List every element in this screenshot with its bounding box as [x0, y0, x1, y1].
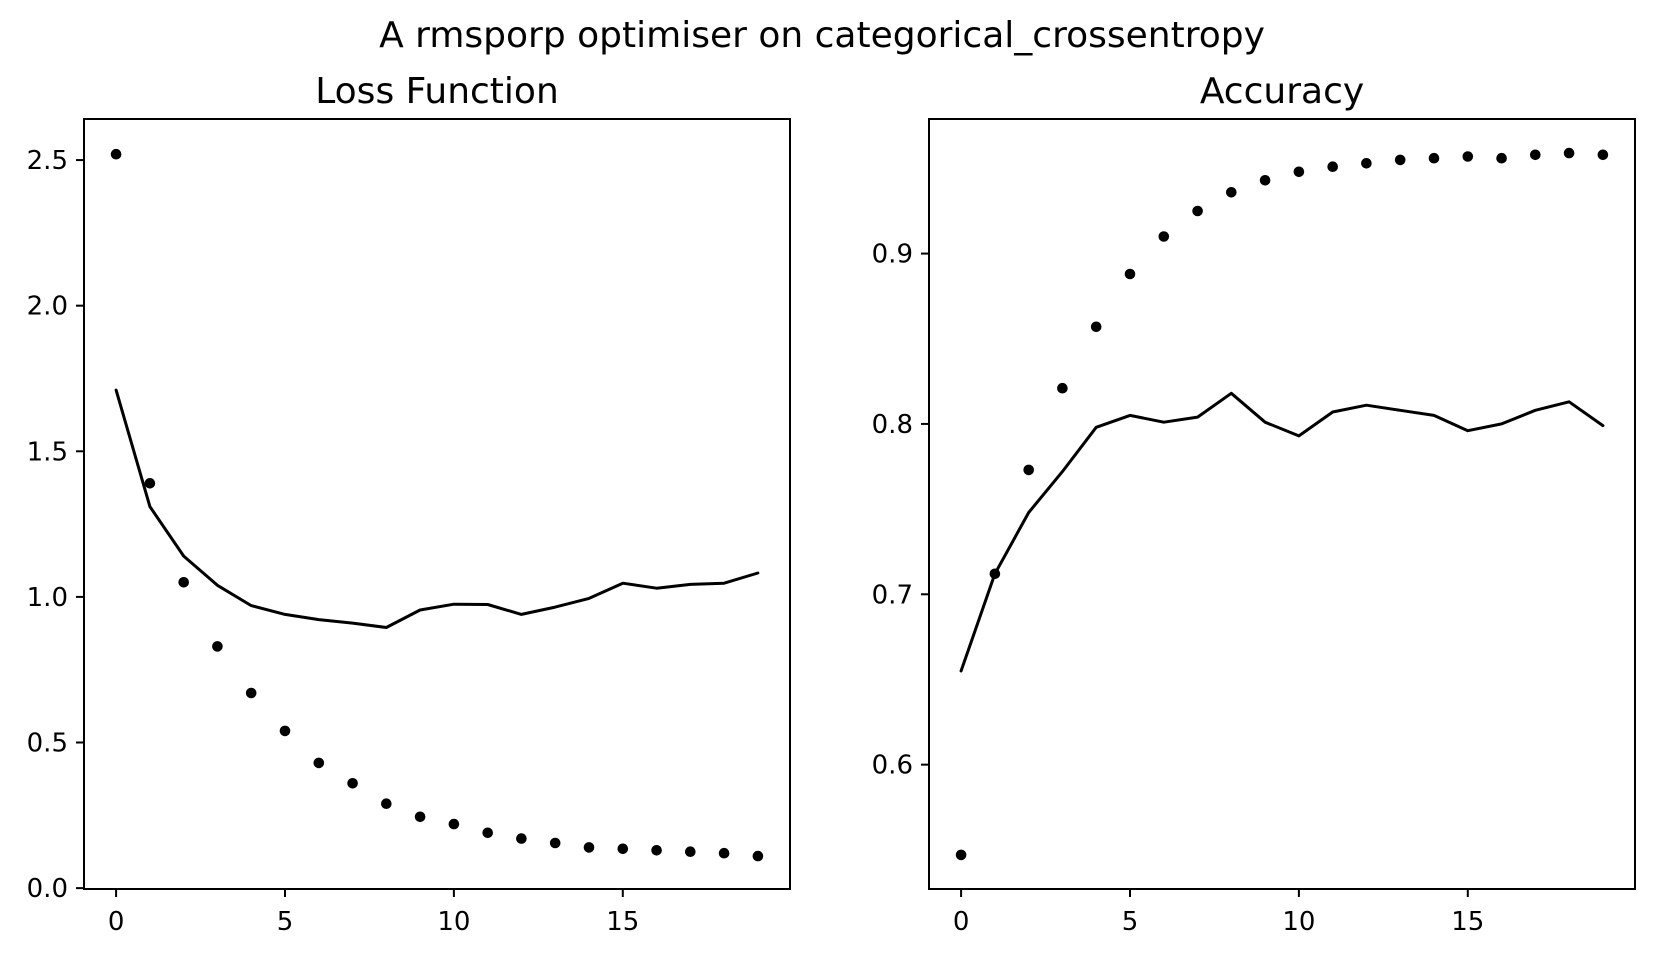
y-tick-label: 2.0: [27, 292, 68, 322]
scatter-point: [549, 837, 561, 849]
x-tick-label: 15: [1451, 907, 1484, 937]
subplot-accuracy: 0 5 10 15 0.6 0.7 0.8 0.9: [872, 118, 1636, 937]
scatter-point: [414, 811, 426, 823]
scatter-point: [1124, 268, 1136, 280]
scatter-point: [212, 641, 223, 652]
scatter-point: [1192, 205, 1203, 217]
scatter-point: [1394, 154, 1406, 166]
scatter-point: [1361, 158, 1372, 169]
y-tick-label: 0.9: [872, 240, 913, 270]
y-tick-label: 1.0: [27, 583, 68, 613]
subplot-title-loss: Loss Function: [315, 71, 559, 112]
accuracy-solid-line-series: [959, 391, 1605, 673]
scatter-point: [516, 833, 527, 844]
axes-spines: [928, 118, 1636, 890]
scatter-point: [347, 778, 358, 789]
x-tick-label: 10: [1282, 907, 1315, 937]
subplot-title-accuracy: Accuracy: [1200, 71, 1364, 112]
scatter-point: [1530, 149, 1541, 161]
y-tick-label: 0.0: [27, 874, 68, 904]
loss-dotted-series: [110, 148, 764, 862]
scatter-point: [448, 818, 460, 830]
scatter-point: [1597, 149, 1609, 161]
scatter-point: [617, 843, 629, 855]
scatter-point: [1293, 166, 1305, 178]
scatter-point: [279, 725, 291, 737]
scatter-point: [752, 850, 764, 862]
x-tick-label: 15: [606, 907, 639, 937]
scatter-point: [245, 687, 257, 699]
scatter-point: [1158, 231, 1170, 242]
scatter-point: [482, 827, 494, 839]
accuracy-dotted-series: [955, 147, 1609, 861]
scatter-point: [718, 847, 730, 859]
scatter-point: [1259, 175, 1271, 186]
x-tick-label: 0: [108, 907, 125, 937]
y-tick-label: 2.5: [27, 146, 68, 176]
y-tick-label: 1.5: [27, 437, 68, 467]
scatter-point: [1563, 147, 1575, 159]
scatter-point: [1428, 152, 1440, 164]
scatter-point: [1496, 152, 1507, 164]
x-tick-label: 5: [277, 907, 294, 937]
axes-spines: [83, 118, 791, 890]
scatter-point: [955, 849, 967, 861]
scatter-point: [651, 845, 662, 856]
y-tick-label: 0.6: [872, 751, 913, 781]
scatter-point: [144, 478, 156, 489]
scatter-point: [313, 757, 325, 769]
scatter-point: [178, 577, 189, 588]
x-tick-label: 5: [1122, 907, 1139, 937]
scatter-point: [1226, 187, 1237, 198]
scatter-point: [381, 798, 392, 809]
x-tick-label: 10: [437, 907, 470, 937]
y-tick-label: 0.8: [872, 410, 913, 440]
y-tick-label: 0.5: [27, 729, 68, 759]
scatter-point: [1057, 382, 1068, 394]
scatter-point: [583, 842, 595, 853]
subplot-loss: 0 5 10 15 0.0 0.5 1.0 1.5 2.0 2.5: [27, 118, 791, 937]
scatter-point: [685, 846, 696, 857]
figure-suptitle: A rmsporp optimiser on categorical_cross…: [379, 15, 1265, 56]
scatter-point: [1462, 151, 1474, 162]
scatter-point: [1090, 321, 1102, 333]
scatter-point: [1023, 464, 1034, 476]
scatter-point: [1327, 161, 1338, 172]
x-tick-label: 0: [953, 907, 970, 937]
y-tick-label: 0.7: [872, 580, 913, 610]
loss-solid-line-series: [114, 388, 760, 629]
scatter-point: [110, 148, 122, 160]
